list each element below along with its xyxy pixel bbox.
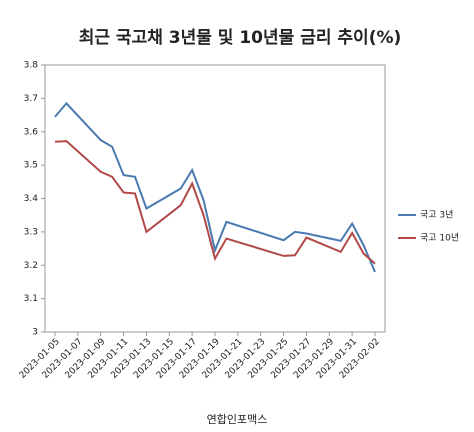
legend-label: 국고 3년 (420, 210, 453, 221)
series-line (54, 140, 376, 265)
footer: 연합인포맥스 (207, 413, 268, 426)
y-tick-label: 3.1 (24, 294, 38, 304)
y-tick-label: 3.6 (24, 127, 39, 137)
legend-label: 국고 10년 (420, 233, 459, 244)
y-tick-label: 3.8 (24, 61, 39, 71)
plot-frame (44, 64, 386, 333)
y-tick-label: 3.4 (24, 194, 39, 204)
series-line (54, 101, 376, 273)
y-tick-label: 3.3 (24, 227, 38, 237)
chart-title: 최근 국고채 3년물 및 10년물 금리 추이(%) (79, 28, 402, 48)
y-tick-label: 3.7 (24, 94, 38, 104)
y-tick-label: 3.5 (24, 161, 38, 171)
y-tick-label: 3.2 (24, 261, 38, 271)
y-tick-label: 3 (32, 328, 38, 338)
